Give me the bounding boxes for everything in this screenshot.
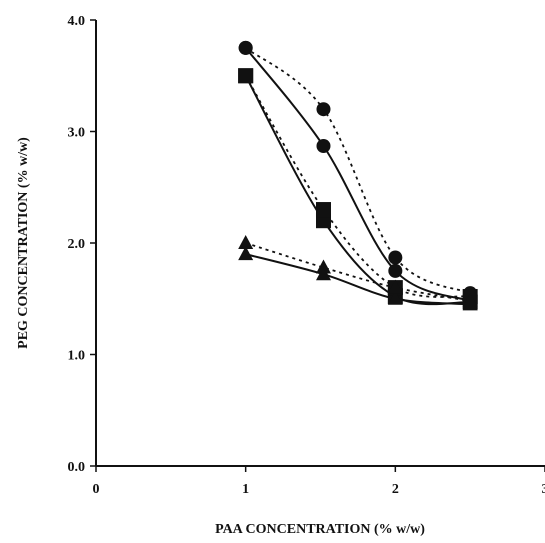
x-tick-label: 0 [93,482,100,497]
series-line-square-dotted [244,75,471,298]
data-point-circle [388,250,403,265]
data-point-triangle [387,279,403,294]
data-point-triangle [238,246,254,261]
data-point-square [315,202,331,218]
y-tick-label: 2.0 [68,237,86,252]
data-point-circle [316,102,331,117]
y-tick-label: 0.0 [68,460,86,475]
series-line-circle-solid [244,47,471,302]
y-axis: 0.0 1.0 2.0 3.0 4.0 [68,14,97,475]
x-axis-title: PAA CONCENTRATION (% w/w) [215,522,425,537]
data-point-triangle [462,292,478,307]
data-point-square [238,68,254,84]
series-layer [238,40,478,311]
y-axis-title: PEG CONCENTRATION (% w/w) [16,137,31,349]
x-tick-label: 2 [392,482,399,497]
x-tick-label: 3 [542,482,545,497]
y-tick-label: 1.0 [68,349,86,364]
data-point-triangle [315,259,331,274]
data-point-circle [388,263,403,278]
data-point-triangle [387,290,403,305]
series-line-triangle-solid [245,253,471,306]
series-line-triangle-dotted [245,242,471,302]
data-point-triangle [238,235,254,249]
data-point-circle [316,138,331,153]
x-axis: 0 1 2 3 [93,465,545,497]
data-point-circle [238,40,253,55]
y-tick-label: 3.0 [68,126,86,141]
y-tick-label: 4.0 [68,14,86,29]
x-tick-label: 1 [242,482,249,497]
series-line-circle-dotted [245,47,471,295]
series-line-square-solid [244,75,471,306]
